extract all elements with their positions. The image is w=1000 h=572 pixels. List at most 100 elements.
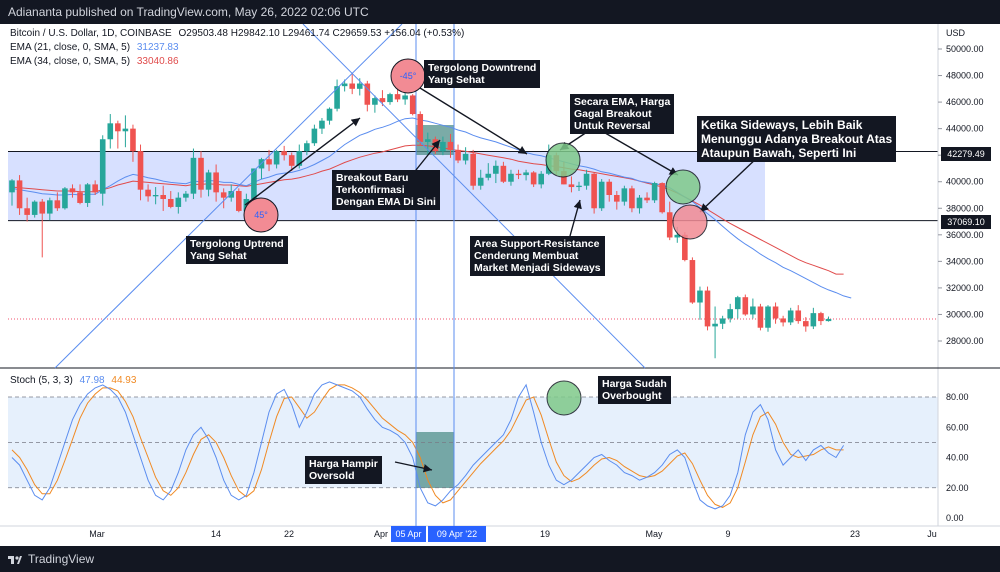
candle bbox=[462, 147, 469, 165]
price-tick-label: 28000.00 bbox=[946, 336, 984, 346]
candle bbox=[780, 315, 786, 327]
legend-stoch-k: 47.98 bbox=[79, 375, 105, 386]
candle-body bbox=[674, 234, 681, 238]
candle-body bbox=[742, 297, 749, 315]
chart-canvas[interactable]: 45° -45° 50000.00 48000.00 46000.00 44000.00… bbox=[0, 24, 1000, 546]
candle-body bbox=[31, 201, 38, 215]
time-highlight-label: 09 Apr '22 bbox=[437, 529, 477, 539]
candle bbox=[288, 152, 295, 172]
legend-stoch-d: 44.93 bbox=[111, 375, 137, 386]
candle-body bbox=[576, 185, 582, 188]
candle bbox=[47, 197, 53, 221]
candle-body bbox=[54, 200, 61, 209]
candle bbox=[810, 307, 817, 330]
time-tick-label: Ju bbox=[927, 529, 937, 539]
candle bbox=[273, 149, 280, 169]
candle bbox=[591, 172, 597, 214]
candle bbox=[795, 305, 802, 324]
candle-body bbox=[341, 83, 348, 87]
candle-body bbox=[266, 159, 272, 165]
candle-body bbox=[780, 318, 786, 323]
candle-body bbox=[167, 198, 174, 207]
candle-body bbox=[349, 83, 355, 89]
candle bbox=[583, 169, 590, 190]
candle bbox=[205, 169, 212, 197]
candle bbox=[576, 181, 582, 192]
legend-stoch-label: Stoch (5, 3, 3) bbox=[10, 375, 73, 386]
candle bbox=[659, 182, 665, 214]
candle-body bbox=[115, 123, 121, 132]
highlight-stoch bbox=[416, 432, 454, 488]
candle bbox=[825, 316, 832, 322]
price-axis-currency: USD bbox=[946, 28, 966, 38]
candle-body bbox=[787, 310, 794, 323]
legend-ema21-label: EMA (21, close, 0, SMA, 5) bbox=[10, 42, 131, 53]
candle-body bbox=[772, 306, 779, 319]
candle-body bbox=[145, 189, 151, 197]
candle-body bbox=[198, 157, 204, 190]
candle bbox=[500, 161, 507, 184]
candle-body bbox=[402, 95, 408, 100]
stoch-tick-label: 60.00 bbox=[946, 422, 969, 432]
time-highlight-box bbox=[428, 526, 486, 542]
legend-symbol-row: Bitcoin / U.S. Dollar, 1D, COINBASE O295… bbox=[10, 28, 464, 39]
candle bbox=[477, 169, 484, 190]
candle-body bbox=[326, 108, 333, 121]
candle bbox=[772, 302, 779, 324]
candle bbox=[712, 306, 718, 359]
candle-body bbox=[47, 200, 53, 214]
candle-body bbox=[160, 195, 166, 199]
candle-body bbox=[644, 197, 650, 201]
candle bbox=[417, 111, 424, 146]
time-tick-label: May bbox=[645, 529, 663, 539]
time-tick-label: 14 bbox=[211, 529, 221, 539]
candle bbox=[213, 164, 219, 202]
candle bbox=[372, 95, 378, 113]
candle-body bbox=[175, 197, 182, 207]
candle-body bbox=[152, 195, 159, 197]
arrow-ema-fail-2 bbox=[599, 129, 679, 176]
candle-body bbox=[137, 151, 144, 190]
time-tick-label: Mar bbox=[89, 529, 105, 539]
candle-body bbox=[591, 173, 597, 209]
candle-body bbox=[99, 139, 106, 194]
candle bbox=[160, 185, 166, 211]
stoch-tick-label: 40.00 bbox=[946, 453, 969, 463]
candle-body bbox=[319, 120, 325, 129]
legend-ohlc: O29503.48 H29842.10 L29461.74 C29659.53 … bbox=[178, 28, 465, 39]
candle bbox=[409, 94, 416, 116]
candle bbox=[727, 303, 733, 323]
sideways-circle bbox=[665, 169, 701, 205]
price-tick-label: 46000.00 bbox=[946, 97, 984, 107]
candle bbox=[606, 179, 613, 202]
candle-body bbox=[621, 188, 628, 202]
candle-body bbox=[447, 141, 454, 150]
candle bbox=[629, 185, 635, 213]
candle bbox=[515, 169, 522, 180]
candle bbox=[39, 198, 46, 258]
candle-body bbox=[659, 183, 665, 213]
time-tick-label: 23 bbox=[850, 529, 860, 539]
candle bbox=[349, 74, 355, 95]
arrow-oversold bbox=[394, 461, 433, 473]
candle-body bbox=[387, 94, 393, 103]
price-tick-label: 34000.00 bbox=[946, 256, 984, 266]
candle bbox=[719, 315, 726, 330]
candle bbox=[77, 184, 83, 205]
candle-body bbox=[825, 318, 832, 322]
legend-ema21-row: EMA (21, close, 0, SMA, 5) 31237.83 bbox=[10, 42, 179, 53]
candle-body bbox=[183, 193, 189, 198]
stoch-tick-label: 20.00 bbox=[946, 483, 969, 493]
candle-body bbox=[530, 172, 537, 185]
candle-body bbox=[107, 123, 114, 140]
candle-body bbox=[243, 198, 250, 211]
stoch-tick-label: 80.00 bbox=[946, 392, 969, 402]
candle bbox=[198, 151, 204, 198]
candle bbox=[523, 169, 529, 181]
price-tick-label: 36000.00 bbox=[946, 230, 984, 240]
candle-body bbox=[719, 318, 726, 324]
candle bbox=[266, 149, 272, 172]
candle bbox=[334, 79, 340, 112]
candle-body bbox=[666, 212, 673, 238]
candle-body bbox=[394, 94, 401, 100]
